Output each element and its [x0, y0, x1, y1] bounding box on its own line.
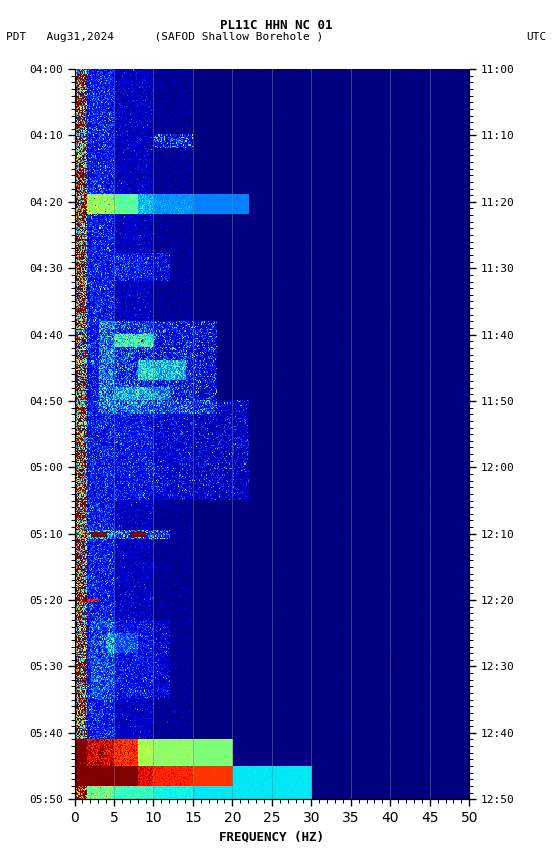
Text: PL11C HHN NC 01: PL11C HHN NC 01 [220, 19, 332, 32]
Text: PDT   Aug31,2024      (SAFOD Shallow Borehole ): PDT Aug31,2024 (SAFOD Shallow Borehole ) [6, 32, 323, 42]
Text: UTC: UTC [526, 32, 546, 42]
X-axis label: FREQUENCY (HZ): FREQUENCY (HZ) [219, 830, 325, 843]
